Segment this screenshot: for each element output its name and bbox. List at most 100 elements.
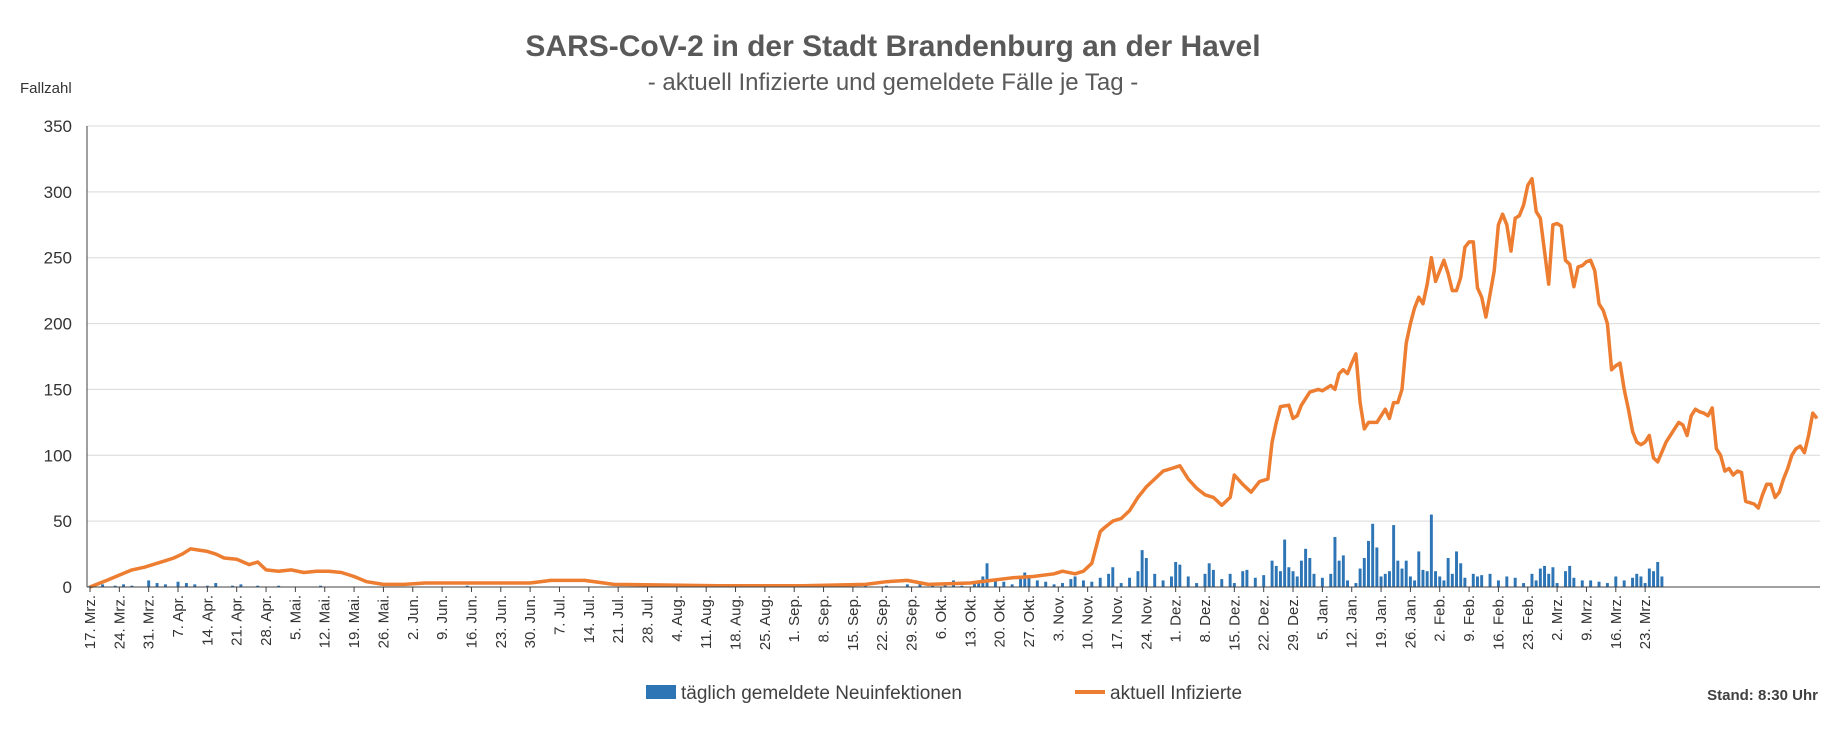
- x-tick-label: 25. Aug.: [757, 595, 774, 650]
- line-series: [89, 176, 1819, 589]
- x-axis-ticks: 17. Mrz. 24. Mrz. 31. Mrz. 7. Apr. 14. Apr. 2…: [82, 587, 1654, 651]
- bar: [1203, 573, 1207, 587]
- bar: [1605, 583, 1609, 587]
- bar: [1639, 576, 1643, 587]
- x-tick-label: 5. Jan.: [1314, 595, 1331, 640]
- bar: [205, 585, 209, 587]
- x-tick-label: 28. Jul.: [640, 595, 657, 643]
- bar: [239, 584, 243, 587]
- chart-title: SARS-CoV-2 in der Stadt Brandenburg an d…: [525, 30, 1260, 63]
- x-tick-label: 2. Jun.: [405, 595, 422, 640]
- bar: [1413, 580, 1417, 587]
- x-tick-label: 19. Mai.: [346, 595, 363, 648]
- x-tick-label: 6. Okt.: [933, 595, 950, 639]
- bar: [1262, 575, 1266, 587]
- x-tick-label: 17. Nov.: [1109, 595, 1126, 650]
- chart-subtitle: - aktuell Infizierte und gemeldete Fälle…: [648, 69, 1139, 96]
- bar: [1220, 579, 1224, 587]
- x-tick-label: 19. Jan.: [1373, 595, 1390, 648]
- bar: [113, 585, 117, 587]
- bar: [1643, 583, 1647, 587]
- bar: [1161, 580, 1165, 587]
- bar: [1341, 555, 1345, 587]
- x-tick-label: 9. Jun.: [434, 595, 451, 640]
- y-tick-label: 250: [44, 249, 72, 268]
- bar: [231, 585, 234, 587]
- x-tick-label: 31. Mrz.: [141, 595, 158, 649]
- x-tick-label: 21. Apr.: [229, 595, 246, 646]
- bar: [214, 583, 218, 587]
- bar: [1195, 583, 1199, 587]
- bar: [1597, 581, 1601, 587]
- bar: [1568, 565, 1572, 587]
- x-tick-label: 1. Dez.: [1168, 595, 1185, 643]
- bar: [1178, 564, 1182, 587]
- bar: [1287, 567, 1291, 587]
- x-tick-label: 9. Mrz.: [1578, 595, 1595, 641]
- x-tick-label: 12. Jan.: [1344, 595, 1361, 648]
- gridlines: [87, 125, 1820, 522]
- bar: [1555, 583, 1559, 587]
- bar: [1320, 577, 1324, 587]
- x-tick-label: 7. Jul.: [551, 595, 568, 635]
- bar: [1408, 576, 1412, 587]
- bar: [1471, 573, 1475, 587]
- x-tick-label: 5. Mai.: [287, 595, 304, 640]
- legend-bar-swatch: [646, 685, 676, 699]
- bar: [1442, 580, 1446, 587]
- x-tick-label: 24. Mrz.: [111, 595, 128, 649]
- y-axis-label: Fallzahl: [20, 80, 72, 97]
- bar: [1564, 571, 1567, 587]
- y-tick-label: 350: [44, 117, 72, 136]
- x-tick-label: 10. Nov.: [1080, 595, 1097, 650]
- bar: [1136, 571, 1140, 587]
- bar: [1010, 584, 1014, 587]
- bar: [1496, 580, 1500, 587]
- bar: [1635, 573, 1639, 587]
- y-tick-label: 150: [44, 380, 72, 399]
- bar: [1035, 580, 1039, 587]
- bar: [1614, 576, 1618, 587]
- bar: [163, 584, 167, 587]
- bar: [960, 585, 964, 587]
- bar: [130, 585, 134, 587]
- legend: täglich gemeldete Neuinfektionen aktuell…: [646, 683, 1242, 704]
- bar: [1002, 581, 1006, 587]
- bar: [1476, 576, 1479, 587]
- bar-series: [88, 514, 1664, 587]
- x-tick-label: 17. Mrz.: [82, 595, 99, 649]
- timestamp-annotation: Stand: 8:30 Uhr: [1707, 687, 1818, 704]
- x-tick-label: 4. Aug.: [669, 595, 686, 642]
- bar: [1295, 576, 1299, 587]
- bar: [1375, 547, 1379, 587]
- y-tick-label: 50: [53, 512, 72, 531]
- x-tick-label: 14. Apr.: [199, 595, 216, 646]
- bar: [1631, 577, 1635, 587]
- bar: [1362, 558, 1366, 587]
- bar: [277, 585, 281, 587]
- bar: [1174, 561, 1178, 587]
- bar: [985, 563, 989, 587]
- bar: [1186, 576, 1190, 587]
- bar: [1622, 580, 1626, 587]
- bar: [1061, 583, 1064, 587]
- x-tick-label: 3. Nov.: [1050, 595, 1067, 641]
- bar: [1337, 560, 1341, 587]
- y-tick-label: 100: [44, 446, 72, 465]
- y-axis-ticks: 0 50 100 150 200 250 300 350: [44, 117, 72, 597]
- x-tick-label: 15. Dez.: [1226, 595, 1243, 651]
- bar: [1274, 565, 1278, 587]
- x-tick-label: 22. Dez.: [1256, 595, 1273, 651]
- x-tick-label: 27. Okt.: [1021, 595, 1038, 648]
- bar: [1392, 525, 1396, 587]
- bar: [1455, 551, 1458, 587]
- bar: [1333, 536, 1337, 587]
- axes: [86, 126, 1820, 588]
- bar: [1245, 569, 1249, 587]
- bar: [1304, 548, 1308, 587]
- x-tick-label: 18. Aug.: [728, 595, 745, 650]
- bar: [1090, 581, 1094, 587]
- bar: [1371, 523, 1375, 587]
- bar: [1081, 580, 1085, 587]
